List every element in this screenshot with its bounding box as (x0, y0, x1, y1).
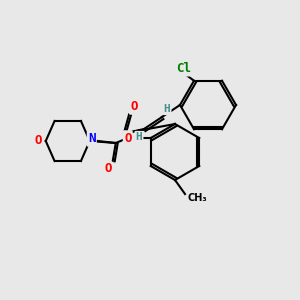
Text: O: O (130, 100, 138, 113)
Text: H: H (164, 104, 170, 114)
Text: O: O (34, 134, 41, 148)
Text: Cl: Cl (176, 62, 191, 75)
Text: H: H (136, 132, 142, 142)
Text: CH₃: CH₃ (188, 193, 208, 203)
Text: O: O (124, 131, 131, 145)
Text: N: N (88, 133, 95, 146)
Text: O: O (104, 163, 112, 176)
